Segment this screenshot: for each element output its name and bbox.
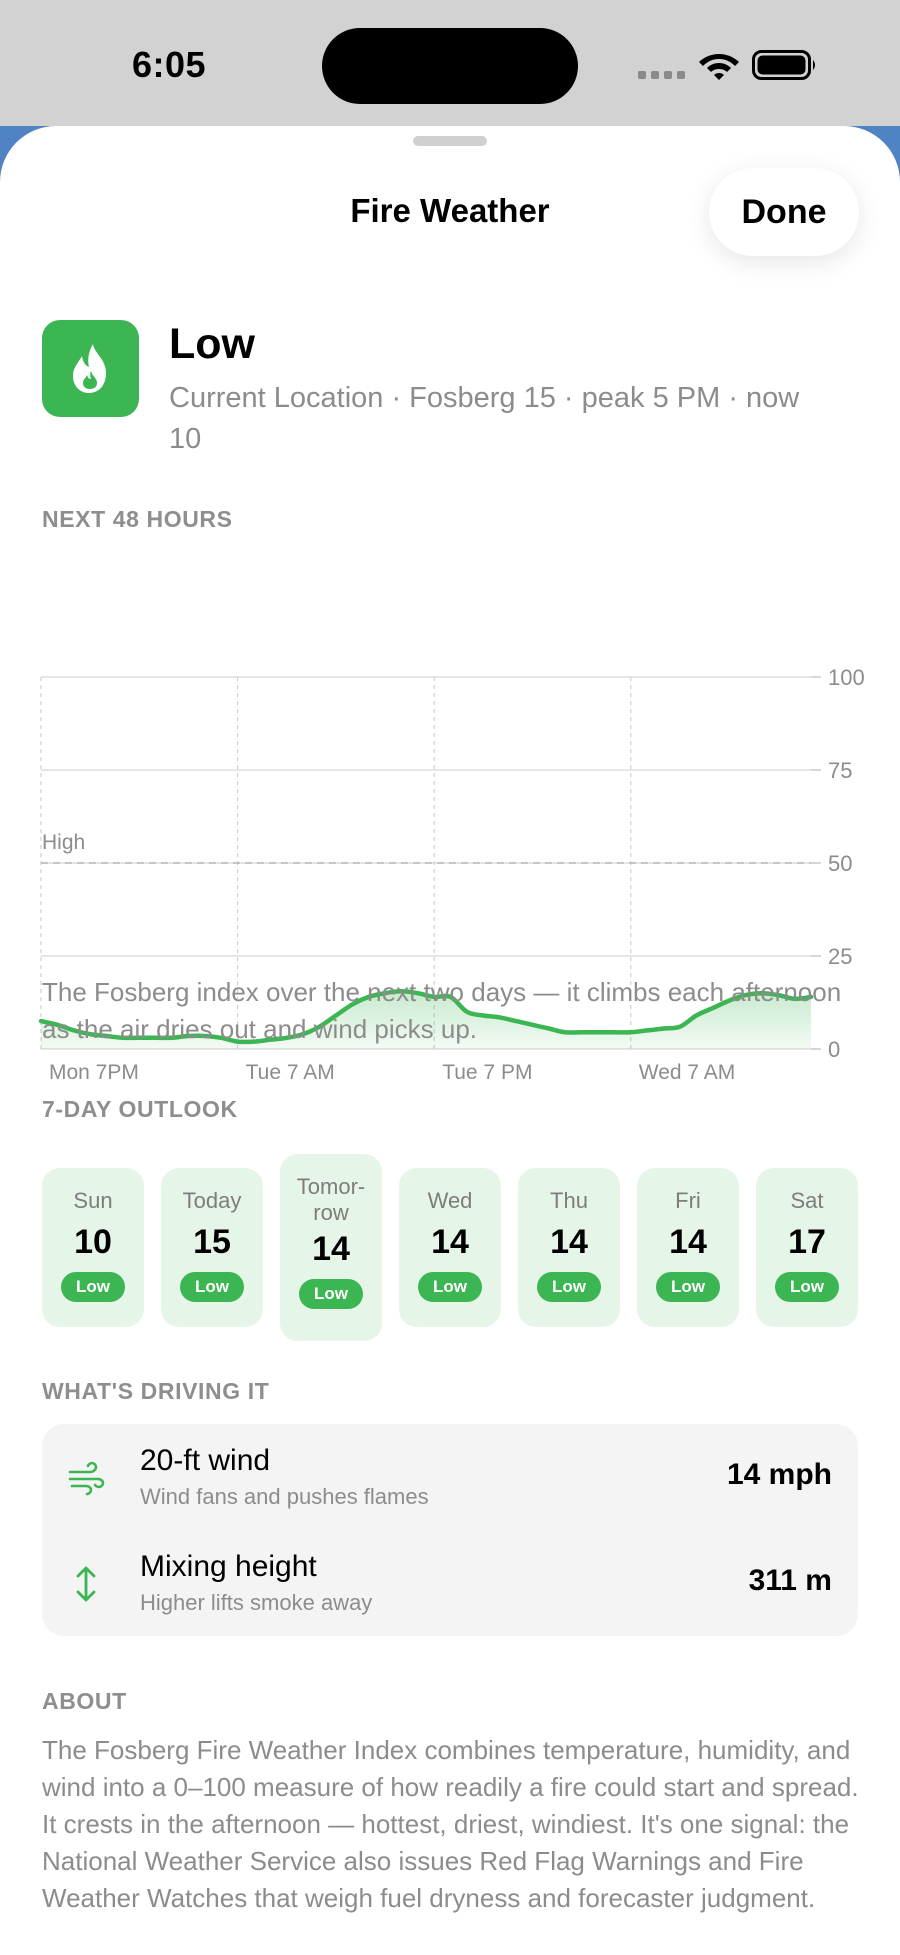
day-name: Sat — [790, 1188, 824, 1213]
battery-icon — [752, 50, 815, 80]
x-tick-label: Tue 7 PM — [442, 1061, 532, 1084]
vertical-arrows-icon — [76, 1566, 96, 1602]
level-badge: Low — [537, 1272, 601, 1302]
y-tick-label: 75 — [828, 758, 852, 783]
x-tick-label: Mon 7PM — [49, 1061, 139, 1084]
wifi-icon — [699, 54, 739, 80]
level-badge: Low — [775, 1272, 839, 1302]
driver-row-mixing-height: Mixing height Higher lifts smoke away 31… — [42, 1530, 858, 1636]
seven-day-outlook-heading: 7-DAY OUTLOOK — [42, 1096, 238, 1122]
driver-value: 14 mph — [726, 1458, 832, 1491]
day-name: Thu — [550, 1188, 588, 1213]
drivers-heading: WHAT'S DRIVING IT — [42, 1378, 270, 1404]
driver-row-wind: 20-ft wind Wind fans and pushes flames 1… — [42, 1424, 858, 1530]
level-badge: Low — [418, 1272, 482, 1302]
day-value: 15 — [193, 1223, 231, 1261]
location-summary: Current Location · Fosberg 15 · peak 5 P… — [169, 382, 800, 455]
day-name-line-1: Tomor- — [296, 1174, 366, 1199]
day-value: 14 — [312, 1230, 350, 1268]
driver-title: Mixing height — [140, 1550, 317, 1583]
threshold-label: High — [42, 831, 85, 854]
day-name: Sun — [73, 1188, 113, 1213]
day-card-wed[interactable]: Wed 14 Low — [399, 1168, 501, 1327]
day-value: 14 — [431, 1223, 469, 1261]
day-card-tomorrow[interactable]: Tomor-row 14 Low — [280, 1154, 382, 1341]
series-line — [38, 989, 814, 1045]
sheet-title: Fire Weather — [350, 192, 550, 229]
sheet-grabber[interactable] — [413, 136, 487, 146]
about-heading: ABOUT — [42, 1688, 127, 1714]
flame-icon — [42, 320, 139, 417]
day-card-thu[interactable]: Thu 14 Low — [518, 1168, 620, 1327]
status-time: 6:05 — [132, 44, 207, 85]
about-text: The Fosberg Fire Weather Index combines … — [42, 1735, 859, 1913]
drivers-card: 20-ft wind Wind fans and pushes flames 1… — [42, 1424, 858, 1636]
day-name: Wed — [427, 1188, 473, 1213]
y-tick-label: 25 — [828, 944, 852, 969]
fosberg-chart: 0 25 50 75 100 Mon 7PM Tue 7 AM Tue 7 PM Wed 7 A… — [38, 665, 865, 1084]
y-tick-label: 0 — [828, 1037, 840, 1062]
level-badge: Low — [656, 1272, 720, 1302]
driver-subtitle: Wind fans and pushes flames — [140, 1484, 429, 1509]
day-name: Fri — [675, 1188, 701, 1213]
wind-icon — [68, 1461, 105, 1496]
fire-weather-sheet: Fire Weather Done Low Current Location ·… — [0, 126, 900, 1955]
day-card-today[interactable]: Today 15 Low — [161, 1168, 263, 1327]
y-tick-label: 50 — [828, 851, 852, 876]
risk-level: Low — [169, 320, 255, 368]
day-value: 10 — [74, 1223, 112, 1261]
next-48-hours-heading: NEXT 48 HOURS — [42, 506, 233, 532]
chart-caption: The Fosberg index over the next two days… — [42, 977, 842, 1044]
day-value: 17 — [788, 1223, 826, 1261]
level-badge: Low — [61, 1272, 125, 1302]
driver-value: 311 m — [748, 1564, 832, 1597]
day-name: Today — [182, 1188, 242, 1213]
day-value: 14 — [669, 1223, 707, 1261]
level-badge: Low — [180, 1272, 244, 1302]
status-bar: 6:05 — [0, 0, 900, 128]
x-tick-label: Tue 7 AM — [246, 1061, 335, 1084]
day-value: 14 — [550, 1223, 588, 1261]
y-tick-label: 100 — [828, 665, 865, 690]
level-badge: Low — [299, 1279, 363, 1309]
day-card-fri[interactable]: Fri 14 Low — [637, 1168, 739, 1327]
day-name: Tomor-row — [280, 1174, 382, 1226]
x-tick-label: Wed 7 AM — [639, 1061, 736, 1084]
done-button[interactable]: Done — [709, 168, 859, 256]
driver-subtitle: Higher lifts smoke away — [140, 1590, 373, 1615]
cellular-icon — [638, 71, 685, 79]
dynamic-island — [322, 28, 578, 104]
day-name-line-2: row — [313, 1200, 349, 1225]
outlook-row: Sun 10 Low Today 15 Low Tomor-row 14 Low… — [42, 1154, 858, 1354]
day-card-sun[interactable]: Sun 10 Low — [42, 1168, 144, 1327]
day-card-sat[interactable]: Sat 17 Low — [756, 1168, 858, 1327]
driver-title: 20-ft wind — [140, 1444, 271, 1477]
